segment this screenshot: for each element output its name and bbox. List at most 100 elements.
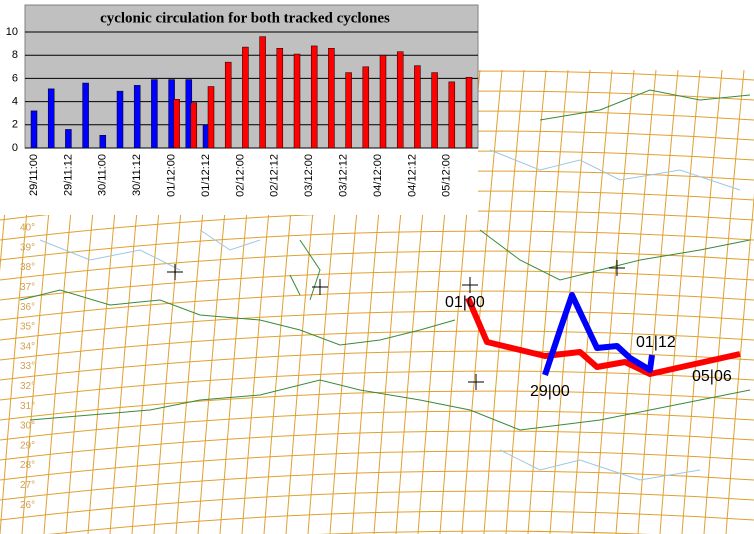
meridian <box>461 69 503 534</box>
parallel <box>0 450 754 481</box>
x-tick-label: 03/12:00 <box>303 154 315 197</box>
bar <box>328 47 335 149</box>
bar <box>396 51 404 149</box>
bar <box>242 46 249 149</box>
parallel <box>0 490 754 521</box>
blue-track <box>542 292 655 376</box>
lat-label: 27° <box>20 480 35 491</box>
parallel <box>0 310 754 341</box>
lat-label: 28° <box>20 460 35 471</box>
bar <box>259 36 266 149</box>
parallel <box>0 250 754 281</box>
bar <box>431 72 438 149</box>
coastline <box>289 239 321 301</box>
meridian <box>659 69 701 534</box>
lat-label: 39° <box>20 242 35 253</box>
y-tick-label: 8 <box>12 49 18 61</box>
x-tick-label: 30/11:00 <box>97 154 109 196</box>
parallel <box>48 510 754 534</box>
bar <box>173 99 180 149</box>
meridian <box>527 69 569 534</box>
parallel <box>0 470 754 501</box>
parallel <box>0 230 754 261</box>
track-label: 05|06 <box>692 368 732 385</box>
x-tick-label: 04/12:12 <box>406 154 418 197</box>
y-tick-label: 0 <box>12 142 18 154</box>
meridian <box>505 69 547 534</box>
y-tick-label: 4 <box>12 96 18 108</box>
lat-label: 29° <box>20 440 35 451</box>
bar <box>65 129 72 149</box>
plot-area <box>24 4 479 149</box>
parallel <box>0 350 754 381</box>
meridian <box>483 69 525 534</box>
bar <box>224 61 232 149</box>
coastline <box>479 229 751 281</box>
parallel <box>0 430 754 461</box>
y-tick-label: 2 <box>12 119 18 131</box>
x-tick-label: 04/12:00 <box>372 154 384 197</box>
y-tick-label: 6 <box>12 72 18 84</box>
bar <box>99 134 107 149</box>
bar <box>448 81 456 149</box>
bar <box>207 86 215 149</box>
bar <box>465 76 473 149</box>
bar <box>345 72 352 149</box>
crosses <box>167 260 625 390</box>
bar <box>47 88 55 149</box>
rivers <box>39 149 741 481</box>
y-tick-label: 10 <box>6 26 18 38</box>
meridian <box>637 69 679 534</box>
meridian <box>615 69 657 534</box>
lat-label: 26° <box>20 500 35 511</box>
lat-label: 40° <box>20 223 35 234</box>
river <box>499 449 701 481</box>
cross-marker <box>167 260 625 390</box>
x-tick-label: 30/11:12 <box>131 154 143 196</box>
bar <box>190 102 198 149</box>
lat-label: 33° <box>20 361 35 372</box>
x-tick-label: 29/11:12 <box>62 154 74 196</box>
x-tick-label: 01/12:12 <box>200 154 212 197</box>
x-tick-label: 01/12:00 <box>166 154 178 197</box>
bar <box>30 110 38 149</box>
bar <box>133 85 141 149</box>
x-tick-label: 29/11:00 <box>28 154 40 196</box>
parallel <box>0 410 754 441</box>
meridian <box>703 69 745 534</box>
x-tick-label: 02/12:00 <box>234 154 246 197</box>
meridian <box>681 69 723 534</box>
bar <box>379 54 387 149</box>
bar <box>293 53 301 149</box>
parallel <box>318 530 652 534</box>
track-label: 29|00 <box>530 383 570 400</box>
x-tick-label: 02/12:12 <box>269 154 281 197</box>
red-track <box>465 296 741 377</box>
river <box>39 229 261 271</box>
bar <box>414 65 421 149</box>
chart-title: cyclonic circulation for both tracked cy… <box>100 10 390 26</box>
map-labels: 40° 39° 38° 37° 36° 35° 34° 33° 32° 31° 30° 29° 28° 2… <box>20 223 732 511</box>
meridian <box>725 193 754 534</box>
lat-label: 35° <box>20 322 35 333</box>
lat-label: 32° <box>20 381 35 392</box>
coastline <box>19 289 456 346</box>
x-tick-label: 05/12:00 <box>441 154 453 197</box>
lat-label: 37° <box>20 282 35 293</box>
lat-label: 38° <box>20 262 35 273</box>
bar <box>276 47 284 149</box>
chart: 0 2 4 6 8 10 29/11:00 29/11:12 30/11:00 30/11:12 0… <box>6 26 478 197</box>
coastline <box>539 89 751 121</box>
river <box>489 149 741 191</box>
bar <box>362 66 370 149</box>
bar <box>310 45 318 149</box>
bar <box>82 82 89 149</box>
parallel <box>0 270 754 301</box>
parallel <box>0 290 754 321</box>
bar <box>116 90 124 149</box>
track-label: 01|00 <box>445 294 485 311</box>
lat-label: 34° <box>20 341 35 352</box>
parallel <box>0 330 754 361</box>
x-tick-label: 03/12:12 <box>338 154 350 197</box>
